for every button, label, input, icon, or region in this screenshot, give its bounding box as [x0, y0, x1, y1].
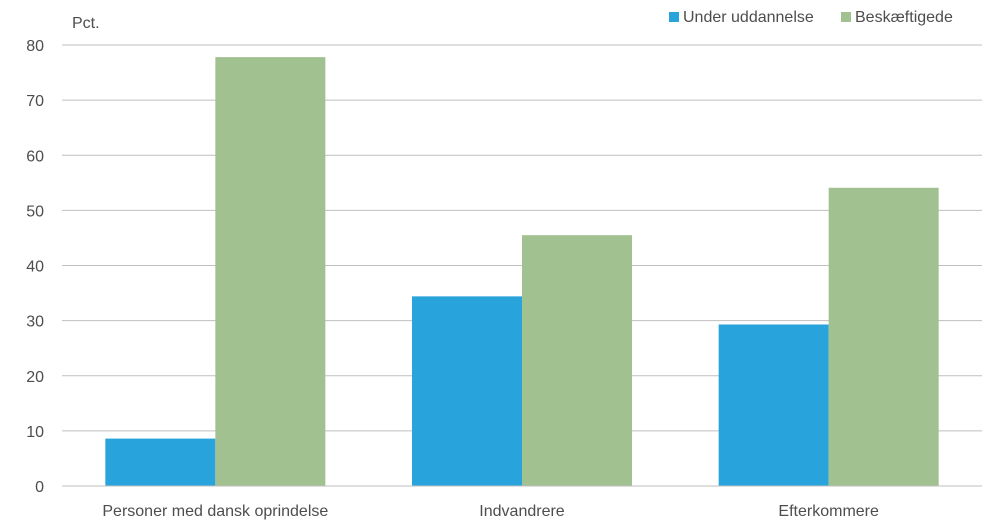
y-tick-label: 80	[26, 38, 44, 55]
legend-swatch-under-uddannelse	[669, 12, 679, 22]
y-tick-label: 50	[26, 203, 44, 220]
y-tick-label: 40	[26, 259, 44, 276]
y-tick-label: 0	[35, 479, 44, 496]
legend-swatch-beskaeftigede	[841, 12, 851, 22]
bars	[105, 57, 939, 486]
x-category-label: Personer med dansk oprindelse	[102, 503, 328, 520]
bar-series-1-category-1	[522, 235, 632, 486]
y-tick-label: 70	[26, 93, 44, 110]
x-axis-categories: Personer med dansk oprindelse Indvandrere…	[102, 503, 879, 520]
x-category-label: Efterkommere	[778, 503, 879, 520]
bar-series-0-category-2	[718, 324, 829, 486]
bar-series-0-category-1	[412, 296, 522, 486]
y-axis-ticks: 0 10 20 30 40 50 60 70 80	[26, 38, 44, 496]
y-tick-label: 20	[26, 369, 44, 386]
legend-label-under-uddannelse: Under uddannelse	[683, 9, 814, 26]
y-axis-unit-label: Pct.	[72, 15, 100, 32]
bar-series-0-category-0	[105, 438, 216, 486]
y-tick-label: 60	[26, 148, 44, 165]
legend: Under uddannelse Beskæftigede	[669, 9, 953, 26]
x-category-label: Indvandrere	[479, 503, 564, 520]
bar-series-1-category-2	[828, 187, 939, 486]
legend-label-beskaeftigede: Beskæftigede	[855, 9, 953, 26]
y-tick-label: 30	[26, 314, 44, 331]
bar-series-1-category-0	[215, 57, 326, 486]
y-tick-label: 10	[26, 424, 44, 441]
